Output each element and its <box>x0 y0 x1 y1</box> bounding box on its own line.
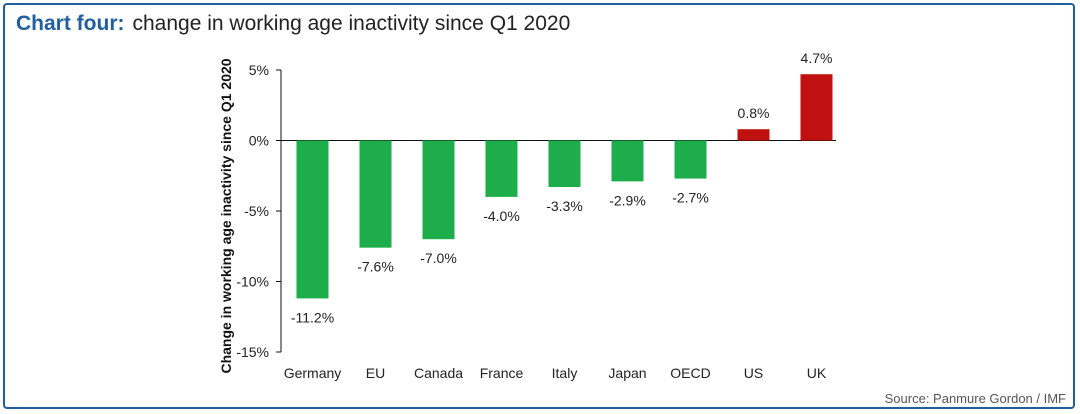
x-tick-label: Italy <box>552 365 578 381</box>
y-tick-label: 0% <box>249 133 269 149</box>
chart-title-text: change in working age inactivity since Q… <box>132 12 571 35</box>
data-label: -4.0% <box>483 208 520 224</box>
x-tick-label: UK <box>807 365 827 381</box>
bar-italy <box>548 140 581 188</box>
y-tick-label: -5% <box>244 203 269 219</box>
bar-france <box>485 140 518 197</box>
data-label: -7.6% <box>357 259 394 275</box>
y-tick-label: -15% <box>236 344 269 360</box>
bar-oecd <box>674 140 707 179</box>
chart-title-lead: Chart four: <box>16 12 125 35</box>
data-label: -2.9% <box>609 192 646 208</box>
y-tick-label: -10% <box>236 274 269 290</box>
y-tick-label: 5% <box>249 62 269 78</box>
bars <box>296 74 833 299</box>
chart-title: Chart four: change in working age inactiv… <box>16 12 570 36</box>
data-label: 4.7% <box>801 50 833 66</box>
data-label: -3.3% <box>546 198 583 214</box>
x-tick-label: France <box>480 365 524 381</box>
x-tick-label: OECD <box>670 365 710 381</box>
x-tick-label: Japan <box>608 365 646 381</box>
bar-japan <box>611 140 644 182</box>
bar-us <box>737 129 770 141</box>
data-label: -7.0% <box>420 250 457 266</box>
x-tick-label: EU <box>366 365 385 381</box>
bar-canada <box>422 140 455 240</box>
bar-germany <box>296 140 329 299</box>
data-label: 0.8% <box>738 105 770 121</box>
x-tick-label: Canada <box>414 365 463 381</box>
x-tick-label: Germany <box>284 365 342 381</box>
x-tick-label: US <box>744 365 763 381</box>
chart-frame <box>3 3 1075 409</box>
data-label: -11.2% <box>291 309 334 325</box>
data-label: -2.7% <box>672 190 709 206</box>
bar-eu <box>359 140 392 248</box>
data-labels: -11.2% -7.6% -7.0% -4.0% -3.3% -2.9% -2.7% 0.8%… <box>291 50 833 325</box>
bar-uk <box>800 74 833 141</box>
source-note: Source: Panmure Gordon / IMF <box>884 391 1066 406</box>
y-axis-label: Change in working age inactivity since Q… <box>218 58 234 373</box>
x-axis-labels: Germany EU Canada France Italy Japan OECD US UK <box>284 365 827 381</box>
